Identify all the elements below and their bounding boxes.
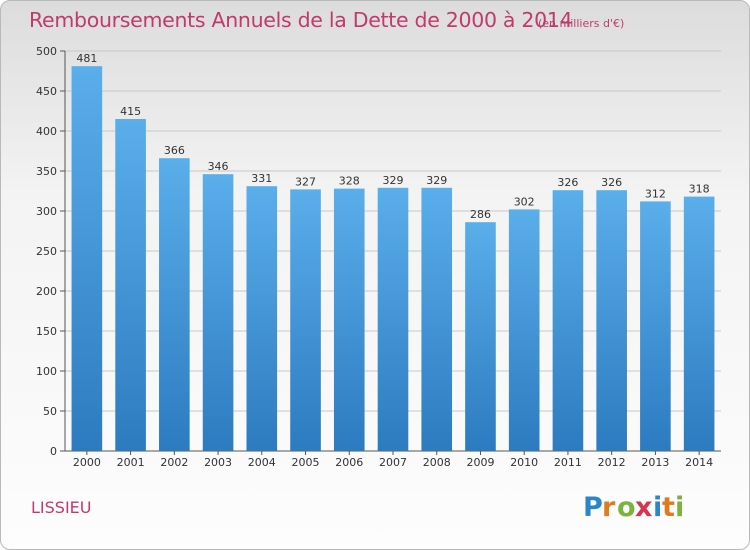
value-label-2000: 481	[76, 52, 97, 65]
y-tick-label: 100	[36, 365, 57, 378]
logo-letter-o: o	[617, 492, 636, 523]
bars	[71, 66, 715, 452]
x-tick-label-2011: 2011	[554, 456, 582, 469]
value-label-2013: 312	[645, 187, 666, 200]
x-tick-label-2009: 2009	[466, 456, 494, 469]
bar-2009	[465, 222, 496, 451]
value-label-2012: 326	[601, 176, 622, 189]
bar-2014	[683, 196, 715, 451]
value-label-2003: 346	[208, 160, 229, 173]
y-tick-label: 250	[36, 245, 57, 258]
value-label-2007: 329	[383, 174, 404, 187]
value-label-2001: 415	[120, 105, 141, 118]
commune-name: LISSIEU	[31, 498, 92, 517]
chart-subtitle: (en milliers d'€)	[538, 17, 625, 30]
value-label-2010: 302	[514, 195, 535, 208]
logo-letter-i2: i	[675, 492, 684, 523]
logo-letter-p: P	[583, 492, 603, 523]
y-tick-label: 200	[36, 285, 57, 298]
y-tick-label: 400	[36, 125, 57, 138]
x-tick-label-2002: 2002	[160, 456, 188, 469]
logo-letter-x: x	[635, 492, 652, 523]
y-tick-label: 0	[50, 445, 57, 458]
y-tick-label: 150	[36, 325, 57, 338]
x-tick-label-2001: 2001	[117, 456, 145, 469]
x-tick-label-2008: 2008	[423, 456, 451, 469]
x-tick-label-2003: 2003	[204, 456, 232, 469]
y-tick-label: 300	[36, 205, 57, 218]
bar-2007	[377, 187, 409, 452]
y-tick-label: 500	[36, 45, 57, 58]
logo-letter-i1: i	[653, 492, 662, 523]
value-label-2006: 328	[339, 175, 360, 188]
x-tick-label-2007: 2007	[379, 456, 407, 469]
bar-2004	[246, 186, 278, 451]
x-tick-label-2006: 2006	[335, 456, 363, 469]
logo-letter-r: r	[602, 492, 616, 523]
x-tick-label-2010: 2010	[510, 456, 538, 469]
bar-2008	[421, 187, 453, 452]
y-tick-label: 50	[43, 405, 57, 418]
bar-2003	[202, 174, 234, 451]
x-tick-label-2005: 2005	[292, 456, 320, 469]
value-label-2002: 366	[164, 144, 185, 157]
bar-2013	[640, 201, 671, 451]
bar-2000	[71, 66, 103, 451]
chart-title: Remboursements Annuels de la Dette de 20…	[29, 8, 573, 32]
bar-2011	[552, 190, 584, 451]
proxiti-logo: P r o x i t i	[583, 492, 684, 523]
x-tick-label-2000: 2000	[73, 456, 101, 469]
bar-2002	[159, 158, 190, 451]
bar-2005	[290, 189, 321, 451]
x-tick-label-2014: 2014	[685, 456, 713, 469]
x-tick-label-2012: 2012	[598, 456, 626, 469]
value-label-2004: 331	[251, 172, 272, 185]
value-labels: 481 415 366 346 331 327 328 329 329 286 302 326 326 3…	[76, 52, 709, 221]
value-label-2011: 326	[557, 176, 578, 189]
bar-2012	[596, 190, 627, 451]
value-label-2005: 327	[295, 175, 316, 188]
value-label-2014: 318	[689, 183, 710, 196]
bar-2010	[508, 209, 540, 451]
logo-letter-t: t	[662, 492, 675, 523]
bar-2006	[333, 188, 365, 451]
x-tick-label-2013: 2013	[641, 456, 669, 469]
y-tick-label: 450	[36, 85, 57, 98]
value-label-2009: 286	[470, 208, 491, 221]
value-label-2008: 329	[426, 174, 447, 187]
bar-2001	[115, 119, 146, 451]
y-tick-label: 350	[36, 165, 57, 178]
x-tick-label-2004: 2004	[248, 456, 276, 469]
